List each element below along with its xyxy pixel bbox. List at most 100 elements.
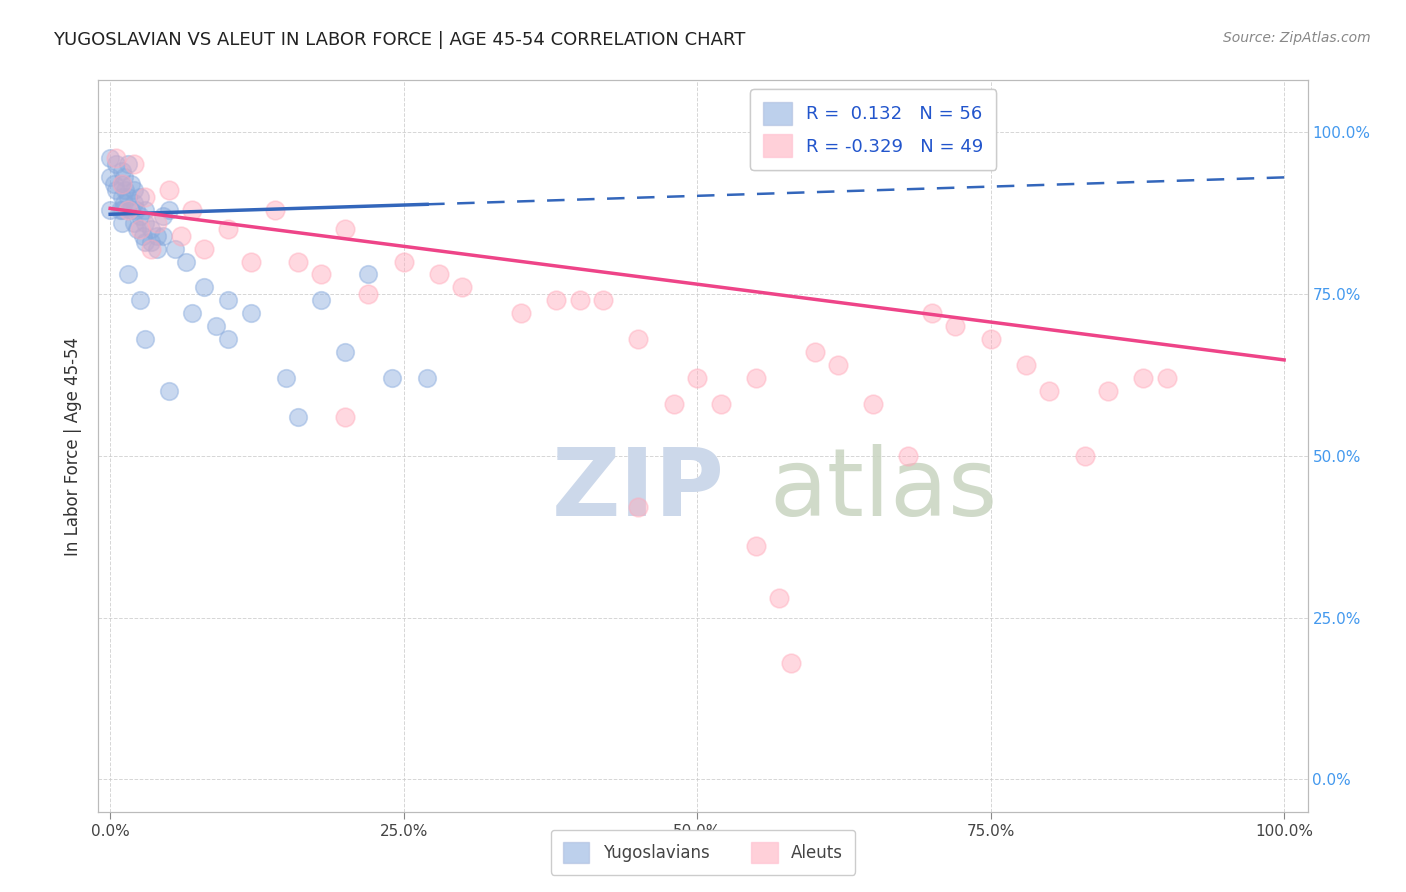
- Point: [392, 254, 415, 268]
- Point: [276, 371, 298, 385]
- Point: [780, 656, 803, 670]
- Point: [128, 293, 150, 308]
- Point: [204, 319, 226, 334]
- Point: [333, 222, 356, 236]
- Text: atlas: atlas: [769, 444, 998, 536]
- Point: [111, 177, 134, 191]
- Point: [263, 202, 285, 217]
- Point: [217, 293, 239, 308]
- Point: [803, 345, 825, 359]
- Point: [134, 235, 156, 249]
- Point: [193, 242, 215, 256]
- Point: [176, 254, 198, 268]
- Point: [146, 228, 169, 243]
- Point: [157, 183, 180, 197]
- Point: [181, 306, 204, 320]
- Point: [662, 397, 685, 411]
- Point: [111, 216, 134, 230]
- Point: [117, 268, 139, 282]
- Point: [311, 293, 333, 308]
- Legend: R =  0.132   N = 56, R = -0.329   N = 49: R = 0.132 N = 56, R = -0.329 N = 49: [751, 89, 997, 170]
- Point: [1156, 371, 1178, 385]
- Point: [240, 254, 263, 268]
- Point: [163, 242, 186, 256]
- Point: [132, 228, 155, 243]
- Point: [128, 190, 150, 204]
- Point: [1073, 449, 1095, 463]
- Point: [193, 280, 215, 294]
- Point: [112, 196, 135, 211]
- Text: Source: ZipAtlas.com: Source: ZipAtlas.com: [1223, 31, 1371, 45]
- Point: [710, 397, 733, 411]
- Point: [108, 202, 131, 217]
- Point: [114, 183, 136, 197]
- Point: [181, 202, 204, 217]
- Point: [146, 242, 169, 256]
- Point: [862, 397, 884, 411]
- Point: [128, 209, 150, 223]
- Text: ZIP: ZIP: [551, 444, 724, 536]
- Text: YUGOSLAVIAN VS ALEUT IN LABOR FORCE | AGE 45-54 CORRELATION CHART: YUGOSLAVIAN VS ALEUT IN LABOR FORCE | AG…: [53, 31, 745, 49]
- Point: [627, 500, 650, 515]
- Point: [546, 293, 568, 308]
- Point: [105, 183, 128, 197]
- Point: [827, 358, 849, 372]
- Point: [921, 306, 943, 320]
- Point: [105, 157, 128, 171]
- Point: [686, 371, 709, 385]
- Point: [451, 280, 474, 294]
- Point: [152, 228, 174, 243]
- Point: [240, 306, 263, 320]
- Point: [357, 286, 380, 301]
- Point: [117, 190, 139, 204]
- Point: [122, 183, 145, 197]
- Point: [1038, 384, 1060, 398]
- Point: [217, 332, 239, 346]
- Point: [945, 319, 967, 334]
- Point: [122, 196, 145, 211]
- Point: [745, 539, 768, 553]
- Point: [897, 449, 920, 463]
- Point: [128, 222, 150, 236]
- Point: [112, 170, 135, 185]
- Point: [125, 202, 148, 217]
- Point: [217, 222, 239, 236]
- Point: [117, 157, 139, 171]
- Y-axis label: In Labor Force | Age 45-54: In Labor Force | Age 45-54: [65, 336, 83, 556]
- Point: [287, 409, 309, 424]
- Point: [134, 190, 156, 204]
- Point: [510, 306, 533, 320]
- Point: [103, 177, 125, 191]
- Point: [311, 268, 333, 282]
- Point: [134, 216, 156, 230]
- Legend: Yugoslavians, Aleuts: Yugoslavians, Aleuts: [551, 830, 855, 875]
- Point: [1015, 358, 1038, 372]
- Point: [122, 216, 145, 230]
- Point: [111, 202, 134, 217]
- Point: [592, 293, 614, 308]
- Point: [146, 216, 169, 230]
- Point: [127, 222, 149, 236]
- Point: [141, 235, 163, 249]
- Point: [120, 202, 142, 217]
- Point: [568, 293, 591, 308]
- Point: [333, 345, 356, 359]
- Point: [152, 209, 174, 223]
- Point: [98, 170, 121, 185]
- Point: [745, 371, 768, 385]
- Point: [980, 332, 1002, 346]
- Point: [627, 332, 650, 346]
- Point: [416, 371, 439, 385]
- Point: [381, 371, 404, 385]
- Point: [111, 177, 134, 191]
- Point: [1097, 384, 1119, 398]
- Point: [134, 202, 156, 217]
- Point: [157, 384, 180, 398]
- Point: [111, 164, 134, 178]
- Point: [768, 591, 790, 606]
- Point: [157, 202, 180, 217]
- Point: [134, 332, 156, 346]
- Point: [117, 202, 139, 217]
- Point: [141, 222, 163, 236]
- Point: [122, 157, 145, 171]
